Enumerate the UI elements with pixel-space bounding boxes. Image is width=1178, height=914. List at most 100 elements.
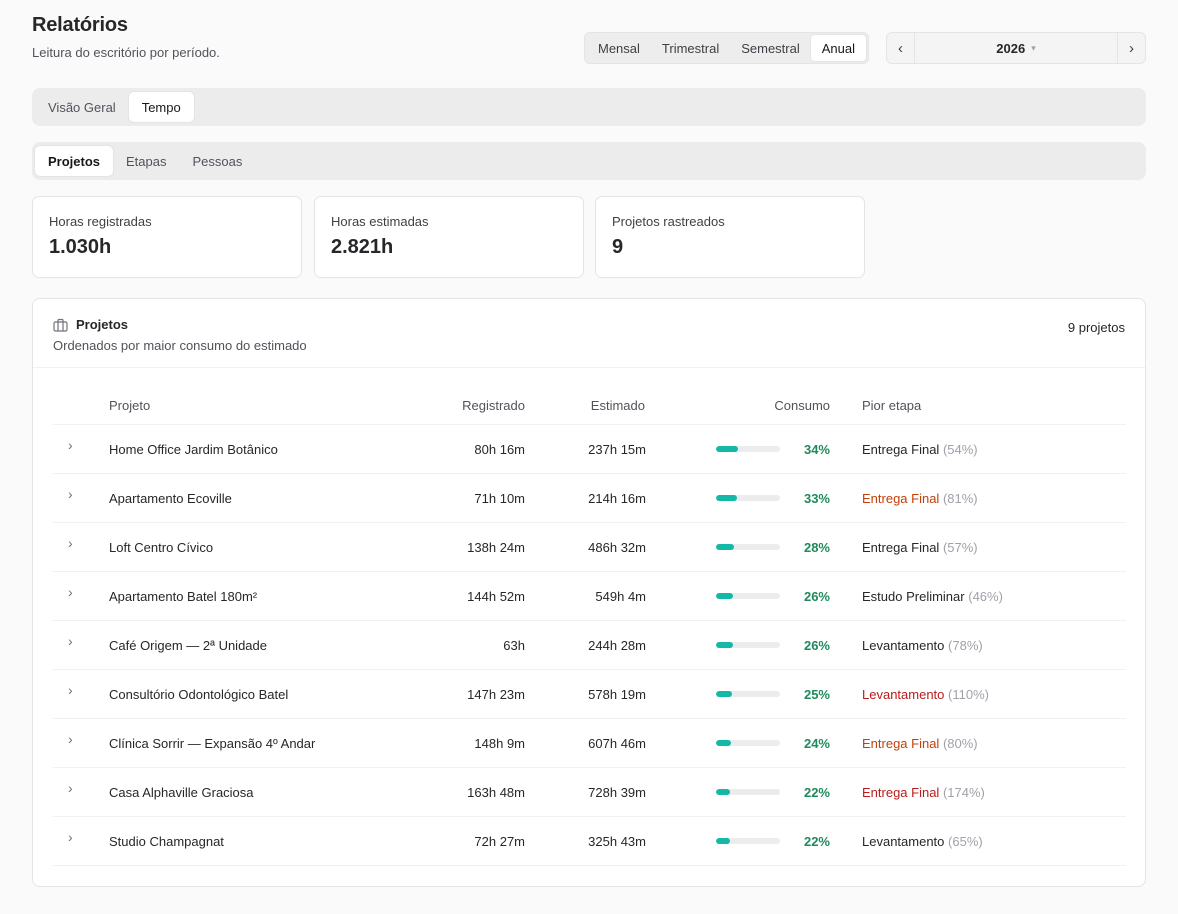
estimated-hours: 244h 28m: [588, 638, 646, 653]
consumption-bar: [716, 495, 780, 501]
project-name: Casa Alphaville Graciosa: [109, 785, 254, 800]
consumption-bar: [716, 691, 780, 697]
stat-card-horas-registradas: Horas registradas 1.030h: [32, 196, 302, 278]
consumption-bar-fill: [716, 838, 731, 844]
worst-stage-percent: (81%): [942, 491, 978, 506]
worst-stage-percent: (78%): [948, 638, 983, 653]
table-row[interactable]: › Apartamento Batel 180m² 144h 52m 549h 4m 2…: [53, 572, 1126, 621]
consumption-percent: 26%: [803, 638, 830, 653]
column-header-consumo: Consumo: [774, 398, 830, 413]
consumption-bar-fill: [716, 446, 738, 452]
chevron-right-icon[interactable]: ›: [68, 780, 73, 796]
table-header: Projeto Registrado Estimado Consumo Pior…: [53, 387, 1126, 425]
worst-stage-name: Entrega Final: [862, 785, 940, 800]
table-row[interactable]: › Apartamento Ecoville 71h 10m 214h 16m 33% E…: [53, 474, 1126, 523]
column-header-estimado: Estimado: [590, 398, 645, 413]
consumption-bar-fill: [716, 740, 732, 746]
period-anual-button[interactable]: Anual: [810, 35, 866, 61]
table-row[interactable]: › Loft Centro Cívico 138h 24m 486h 32m 28% En…: [53, 523, 1126, 572]
table-row[interactable]: › Clínica Sorrir — Expansão 4º Andar 148h …: [53, 719, 1126, 768]
consumption-bar-fill: [716, 691, 732, 697]
table-row[interactable]: › Studio Champagnat 72h 27m 325h 43m 22% Leva…: [53, 817, 1126, 866]
period-semestral-button[interactable]: Semestral: [741, 40, 800, 56]
consumption-percent: 25%: [803, 687, 830, 702]
consumption-bar: [716, 740, 780, 746]
project-name: Apartamento Ecoville: [109, 491, 232, 506]
estimated-hours: 214h 16m: [588, 491, 646, 506]
projects-card: Projetos Ordenados por maior consumo do …: [32, 298, 1146, 887]
chevron-right-icon[interactable]: ›: [68, 682, 73, 698]
consumption-percent: 28%: [803, 540, 830, 555]
registered-hours: 144h 52m: [467, 589, 525, 604]
chevron-right-icon[interactable]: ›: [68, 829, 73, 845]
period-trimestral-button[interactable]: Trimestral: [661, 40, 720, 56]
estimated-hours: 578h 19m: [588, 687, 646, 702]
page-subtitle: Leitura do escritório por período.: [32, 45, 220, 60]
consumption-bar: [716, 642, 780, 648]
chevron-right-icon: ›: [1129, 39, 1134, 57]
worst-stage: Entrega Final (81%): [862, 491, 978, 506]
stat-value: 9: [612, 236, 624, 258]
tab-etapas[interactable]: Etapas: [126, 153, 167, 169]
worst-stage-name: Entrega Final: [862, 540, 940, 555]
worst-stage-name: Entrega Final: [862, 491, 940, 506]
sub-tabs: Projetos Etapas Pessoas: [32, 142, 1146, 180]
table-row[interactable]: › Home Office Jardim Botânico 80h 16m 237h …: [53, 425, 1126, 474]
projects-card-header: Projetos Ordenados por maior consumo do …: [33, 299, 1145, 368]
tab-visao-geral[interactable]: Visão Geral: [48, 99, 116, 115]
column-header-projeto: Projeto: [109, 398, 151, 413]
year-select[interactable]: 2026 ▾: [915, 33, 1117, 63]
period-mensal-button[interactable]: Mensal: [598, 40, 640, 56]
registered-hours: 72h 27m: [474, 834, 525, 849]
registered-hours: 163h 48m: [467, 785, 525, 800]
consumption-percent: 33%: [803, 491, 830, 506]
tab-tempo[interactable]: Tempo: [128, 92, 194, 122]
table-row[interactable]: › Café Origem — 2ª Unidade 63h 244h 28m 26% L…: [53, 621, 1126, 670]
project-name: Loft Centro Cívico: [109, 540, 214, 555]
project-name: Home Office Jardim Botânico: [109, 442, 278, 457]
project-name: Clínica Sorrir — Expansão 4º Andar: [109, 736, 316, 751]
stat-card-horas-estimadas: Horas estimadas 2.821h: [314, 196, 584, 278]
consumption-bar: [716, 446, 780, 452]
worst-stage: Estudo Preliminar (46%): [862, 589, 1003, 604]
chevron-right-icon[interactable]: ›: [68, 535, 73, 551]
consumption-percent: 22%: [803, 834, 830, 849]
previous-year-button[interactable]: ‹: [887, 33, 915, 63]
worst-stage-percent: (174%): [942, 785, 985, 800]
consumption-percent: 22%: [803, 785, 830, 800]
chevron-right-icon[interactable]: ›: [68, 437, 73, 453]
consumption-bar: [716, 593, 780, 599]
year-value: 2026: [996, 40, 1026, 56]
consumption-bar: [716, 789, 780, 795]
chevron-right-icon[interactable]: ›: [68, 731, 73, 747]
estimated-hours: 486h 32m: [588, 540, 646, 555]
registered-hours: 138h 24m: [467, 540, 525, 555]
next-year-button[interactable]: ›: [1117, 33, 1145, 63]
registered-hours: 71h 10m: [474, 491, 525, 506]
worst-stage: Entrega Final (57%): [862, 540, 978, 555]
worst-stage-percent: (57%): [942, 540, 978, 555]
chevron-left-icon: ‹: [898, 39, 903, 57]
tab-projetos[interactable]: Projetos: [35, 146, 114, 176]
tab-pessoas[interactable]: Pessoas: [192, 153, 243, 169]
registered-hours: 63h: [503, 638, 525, 653]
table-row[interactable]: › Casa Alphaville Graciosa 163h 48m 728h 39…: [53, 768, 1126, 817]
consumption-bar-fill: [716, 495, 738, 501]
worst-stage: Entrega Final (174%): [862, 785, 985, 800]
period-selector: Mensal Trimestral Semestral Anual: [584, 32, 869, 64]
chevron-right-icon[interactable]: ›: [68, 584, 73, 600]
stat-label: Horas registradas: [49, 214, 152, 229]
registered-hours: 148h 9m: [474, 736, 525, 751]
estimated-hours: 728h 39m: [588, 785, 646, 800]
chevron-right-icon[interactable]: ›: [68, 486, 73, 502]
project-name: Apartamento Batel 180m²: [109, 589, 258, 604]
project-name: Consultório Odontológico Batel: [109, 687, 289, 702]
chevron-right-icon[interactable]: ›: [68, 633, 73, 649]
consumption-bar-fill: [716, 544, 734, 550]
worst-stage-name: Levantamento: [862, 638, 945, 653]
worst-stage-name: Estudo Preliminar: [862, 589, 965, 604]
worst-stage-name: Entrega Final: [862, 736, 940, 751]
consumption-bar-fill: [716, 789, 731, 795]
chevron-down-icon: ▾: [1031, 42, 1036, 53]
table-row[interactable]: › Consultório Odontológico Batel 147h 23m 5…: [53, 670, 1126, 719]
